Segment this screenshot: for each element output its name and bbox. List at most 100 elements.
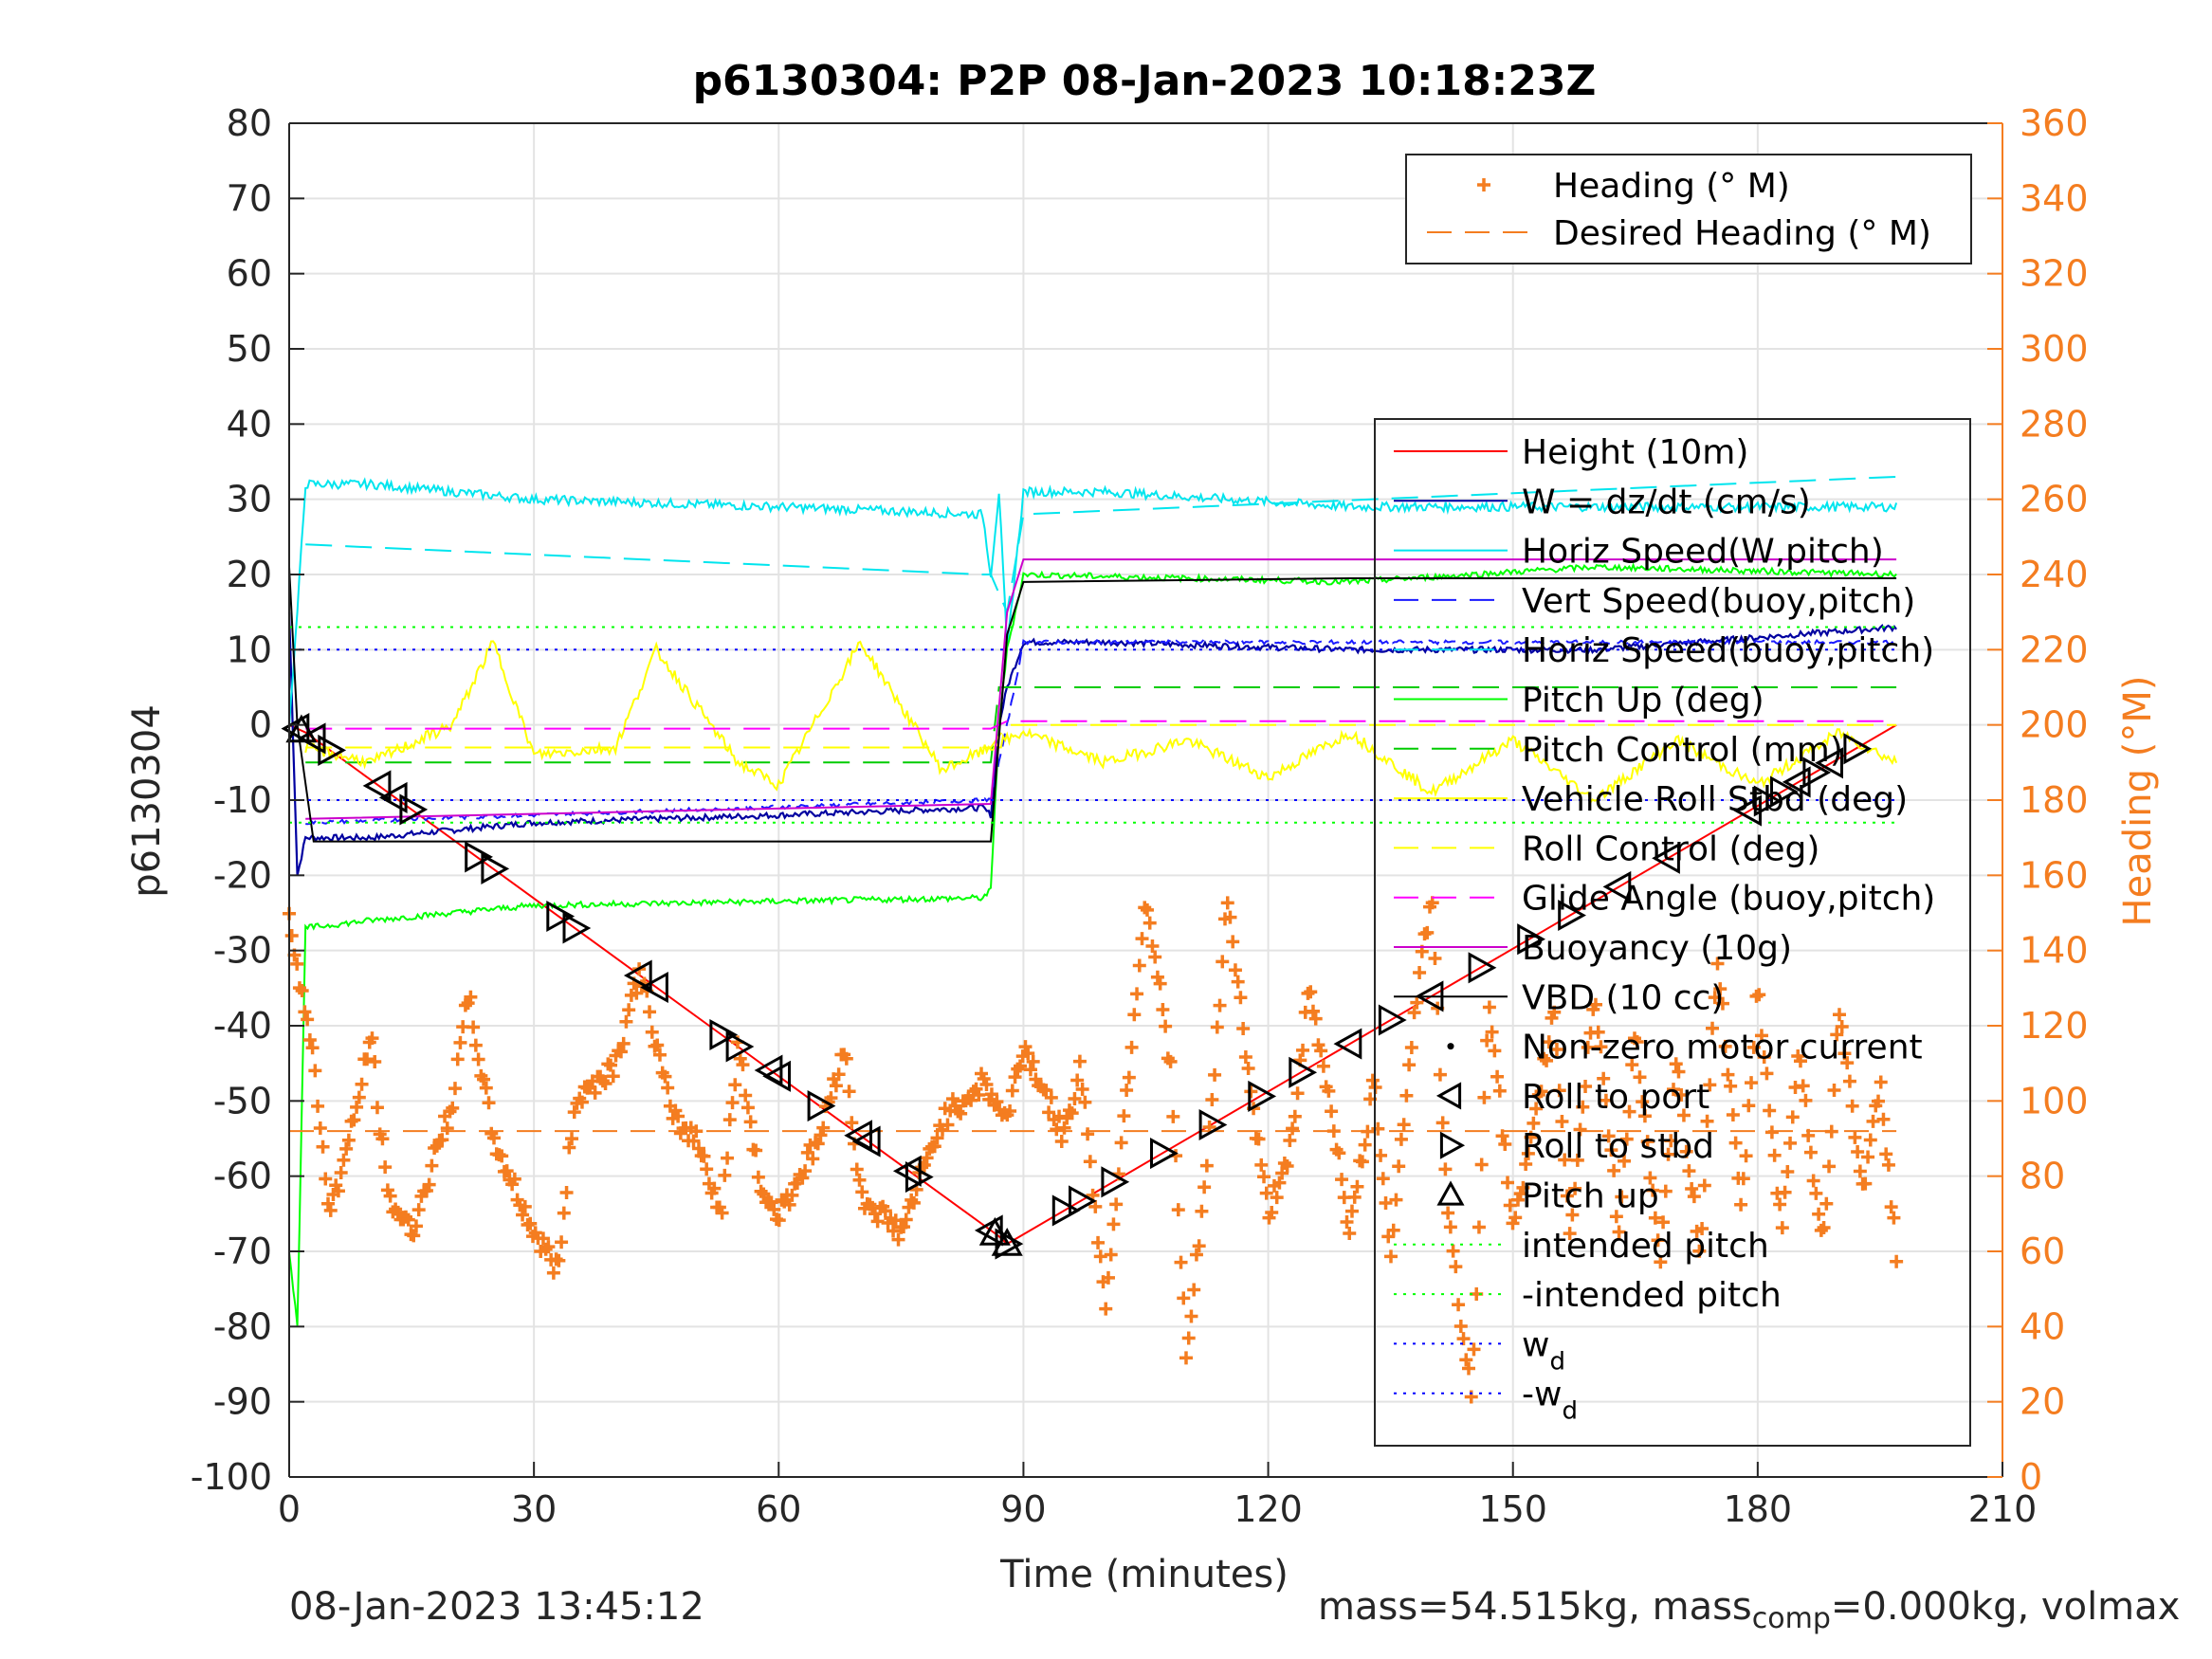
y-tick-label-right: 40 [2020, 1305, 2065, 1347]
heading-point [1695, 1221, 1709, 1235]
heading-point [1555, 1115, 1569, 1129]
heading-point [448, 1082, 462, 1096]
heading-point [1806, 1174, 1820, 1188]
heading-point [1692, 1244, 1707, 1258]
legend-subscript: d [1562, 1397, 1578, 1426]
heading-point [552, 1253, 566, 1267]
heading-point [767, 1202, 781, 1216]
heading-point [1433, 1067, 1447, 1082]
heading-point [1065, 1106, 1079, 1121]
roll-to-stbd-marker [1517, 923, 1545, 956]
heading-point [1236, 1021, 1251, 1035]
heading-point [355, 1077, 369, 1091]
heading-point [479, 1081, 493, 1095]
heading-point [411, 1203, 426, 1217]
heading-point [1853, 1164, 1867, 1178]
heading-point [1703, 1078, 1717, 1092]
heading-point [1145, 939, 1160, 953]
heading-point [562, 1140, 576, 1155]
heading-point [1174, 1255, 1188, 1269]
heading-point [707, 1181, 722, 1195]
heading-point [1773, 1197, 1787, 1212]
roll-to-port-marker [851, 1125, 881, 1158]
heading-point [1597, 1071, 1611, 1085]
heading-point [523, 1216, 538, 1231]
heading-point [1775, 1221, 1789, 1235]
series-pitch-control-mm- [305, 686, 1897, 764]
heading-point [1117, 1109, 1131, 1123]
heading-point [595, 1074, 610, 1088]
heading-point [1482, 1000, 1496, 1014]
heading-point [565, 1132, 579, 1146]
heading-point [477, 1072, 491, 1086]
heading-point [798, 1164, 813, 1178]
heading-point [1189, 1248, 1203, 1262]
roll-to-stbd-marker [1101, 1166, 1130, 1198]
heading-point [1130, 987, 1144, 1001]
heading-point [1443, 1220, 1457, 1234]
heading-point [365, 1031, 379, 1046]
heading-point [845, 1116, 859, 1130]
heading-point [899, 1212, 913, 1227]
heading-point [1093, 1249, 1107, 1264]
heading-point [1542, 1035, 1556, 1049]
y-tick-label-left: 50 [227, 328, 272, 370]
y-tick-label-left: -70 [213, 1231, 272, 1272]
heading-point [1739, 1149, 1753, 1163]
heading-point [1845, 1099, 1859, 1113]
heading-point [878, 1204, 892, 1218]
heading-point [337, 1153, 351, 1167]
heading-point [1619, 1132, 1634, 1146]
heading-point [1197, 1180, 1212, 1194]
heading-point [1558, 1153, 1572, 1167]
heading-point [725, 1096, 740, 1110]
y-tick-label-right: 180 [2020, 779, 2089, 821]
heading-point [295, 983, 309, 997]
heading-point [1879, 1147, 1893, 1161]
heading-point [1529, 1102, 1544, 1116]
heading-point [1379, 1196, 1393, 1210]
heading-point [453, 1035, 467, 1049]
roll-to-stbd-marker [481, 852, 510, 884]
legend-main-label: Vert Speed(buoy,pitch) [1522, 582, 1915, 621]
heading-point [1083, 1155, 1097, 1169]
heading-point [1238, 1049, 1252, 1064]
heading-point [795, 1171, 810, 1185]
legend-main-label: Vehicle Roll Stbd (deg) [1522, 780, 1908, 819]
heading-point [1290, 1086, 1305, 1101]
heading-point [1594, 1040, 1608, 1054]
heading-point [1467, 1342, 1481, 1357]
heading-point [1029, 1072, 1043, 1086]
heading-point [1135, 932, 1149, 946]
heading-point [691, 1141, 705, 1156]
roll-to-stbd-marker [905, 1161, 934, 1194]
roll-to-stbd-marker [1468, 952, 1497, 984]
roll-to-stbd-marker [709, 1018, 739, 1051]
heading-point [954, 1106, 968, 1121]
heading-point [1682, 1164, 1696, 1178]
legend-main-label: intended pitch [1522, 1227, 1769, 1266]
footer-mass-rest: =0.000kg, volmax [1830, 1585, 2181, 1629]
heading-point [588, 1085, 602, 1100]
roll-to-port-marker [1333, 1028, 1362, 1060]
legend-main-label: wd [1522, 1325, 1565, 1376]
x-tick-label: 60 [756, 1488, 801, 1530]
heading-point [1721, 1067, 1735, 1082]
y-tick-label-right: 320 [2020, 253, 2089, 295]
roll-to-stbd-marker [1753, 785, 1782, 817]
heading-point [1728, 1136, 1743, 1150]
heading-point [920, 1151, 934, 1165]
markers-layer [281, 713, 1873, 1260]
heading-point [1210, 1020, 1224, 1034]
heading-point [1011, 1062, 1025, 1076]
heading-point [1358, 1138, 1372, 1152]
heading-point [1835, 1019, 1849, 1033]
heading-point [1462, 1361, 1476, 1376]
heading-point [1072, 1054, 1087, 1068]
heading-point [1801, 1128, 1816, 1142]
heading-point [1534, 1085, 1548, 1099]
heading-point [1244, 1085, 1258, 1099]
heading-point [979, 1078, 994, 1092]
heading-point [1272, 1176, 1287, 1190]
heading-point [1521, 1146, 1535, 1160]
